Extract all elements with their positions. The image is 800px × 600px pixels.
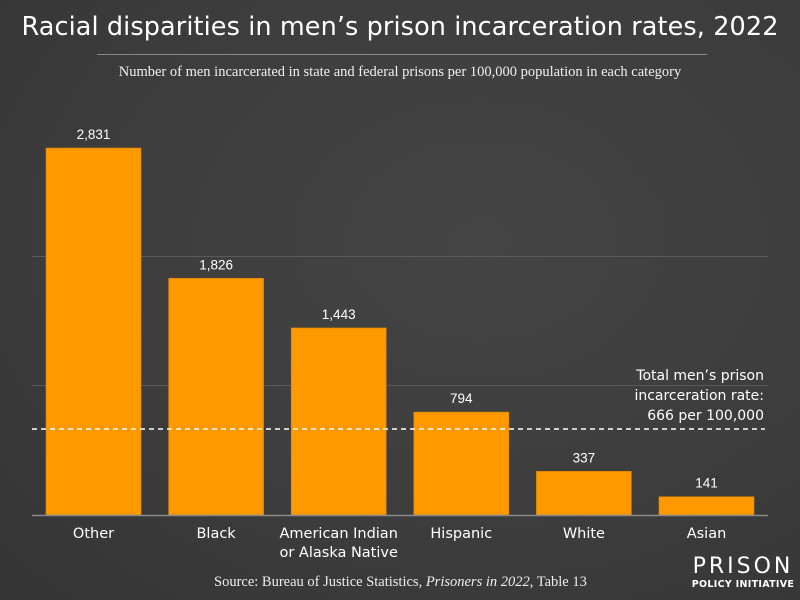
annotation-line-1: Total men’s prison — [636, 368, 764, 384]
data-label: 2,831 — [77, 127, 111, 142]
logo-subtext: POLICY INITIATIVE — [691, 579, 795, 590]
category-label-line: Other — [73, 526, 114, 542]
gridlines — [32, 256, 768, 386]
chart-title: Racial disparities in men’s prison incar… — [21, 12, 779, 42]
category-label-line: Hispanic — [430, 526, 492, 542]
bars — [45, 147, 755, 516]
source-suffix: , Table 13 — [529, 574, 587, 590]
reference-line-annotation: Total men’s prison incarceration rate: 6… — [634, 366, 764, 426]
bar — [168, 277, 264, 516]
data-label: 1,826 — [199, 257, 233, 272]
category-label: American Indian or Alaska Native — [279, 526, 397, 561]
bar — [290, 327, 387, 516]
source-prefix: Source: Bureau of Justice Statistics, — [214, 574, 426, 590]
category-labels: Other Black American Indian or Alaska Nativ… — [73, 526, 726, 561]
category-label-line: or Alaska Native — [279, 545, 397, 561]
bar — [45, 147, 142, 516]
bar — [413, 411, 510, 516]
source-note: Source: Bureau of Justice Statistics, Pr… — [214, 574, 587, 591]
data-labels: 2,831 1,826 1,443 794 337 141 — [77, 127, 718, 491]
data-label: 337 — [573, 450, 596, 465]
data-label: 141 — [695, 476, 718, 491]
prison-policy-initiative-logo: PRISON POLICY INITIATIVE — [688, 554, 798, 591]
annotation-line-3: 666 per 100,000 — [647, 408, 764, 424]
data-label: 794 — [450, 391, 473, 406]
category-label: Other — [73, 526, 114, 542]
bar — [658, 496, 755, 516]
category-label: Black — [196, 526, 236, 542]
category-label-line: White — [563, 526, 605, 542]
chart-subtitle: Number of men incarcerated in state and … — [118, 64, 682, 80]
source-title: Prisoners in 2022 — [425, 574, 530, 590]
data-label: 1,443 — [322, 307, 356, 322]
annotation-line-2: incarceration rate: — [634, 388, 764, 404]
bar — [536, 471, 632, 516]
logo-wordmark: PRISON — [692, 554, 794, 579]
category-label-line: American Indian — [280, 526, 398, 542]
category-label-line: Asian — [687, 526, 727, 542]
category-label: Asian — [687, 526, 727, 542]
category-label-line: Black — [196, 526, 236, 542]
category-label: Hispanic — [430, 526, 492, 542]
title-divider — [97, 54, 707, 55]
category-label: White — [563, 526, 605, 542]
